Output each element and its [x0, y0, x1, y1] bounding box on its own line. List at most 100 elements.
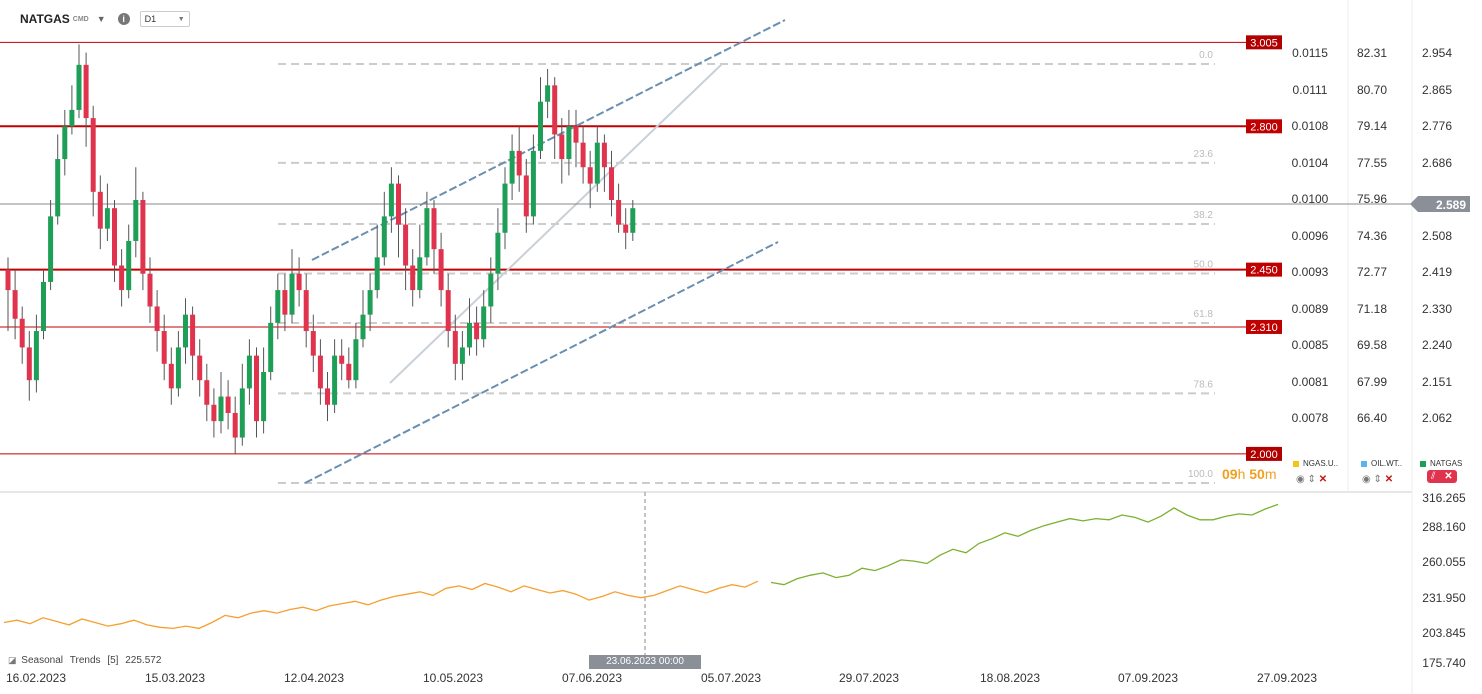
candle-up [239, 388, 245, 438]
legend-oil-label: OIL.WT.. [1371, 459, 1403, 468]
oil-axis-tick: 75.96 [1357, 192, 1387, 206]
price-level-tag [1246, 35, 1282, 50]
close-icon[interactable]: ✕ [1444, 471, 1453, 482]
chart-toolbar: NATGAS CMD ▼ i D1 ▼ [0, 8, 190, 30]
seasonal-label: Seasonal [21, 655, 63, 666]
candle-down [197, 355, 203, 381]
current-price-value: 2.589 [1436, 198, 1466, 212]
candle-up [530, 150, 536, 217]
fib-level-label: 23.6 [1194, 149, 1214, 160]
candle-down [516, 150, 522, 176]
candle-up [41, 281, 46, 332]
timer-hours: 09 [1222, 466, 1238, 482]
candle-up [76, 64, 82, 110]
date-tick: 12.04.2023 [284, 671, 344, 685]
candle-down [5, 269, 11, 291]
oil-axis-tick: 74.36 [1357, 229, 1387, 243]
candle-down [317, 355, 323, 389]
fib-level-label: 0.0 [1199, 50, 1213, 61]
natgas-axis-tick: 2.686 [1422, 156, 1452, 170]
reorder-icon[interactable]: ⇕ [1307, 474, 1316, 485]
seasonal-axis-tick: 260.055 [1422, 555, 1466, 569]
seasonal-name: Trends [69, 655, 101, 666]
legend-ngas-controls: ◉ ⇕ ✕ [1296, 474, 1327, 485]
price-level-tag [1246, 119, 1282, 134]
reorder-icon[interactable]: ⇕ [1373, 474, 1382, 485]
seasonal-axis-tick: 175.740 [1422, 656, 1466, 670]
price-levels: 3.005 2.800 2.450 2.310 2.000 [0, 35, 1282, 461]
oil-axis-tick: 79.14 [1357, 119, 1387, 133]
eye-icon[interactable]: ◉ [1362, 474, 1371, 485]
symbol-dropdown-icon[interactable]: ▼ [96, 14, 106, 24]
candle-down [296, 273, 302, 291]
date-tick: 15.03.2023 [145, 671, 205, 685]
eye-icon[interactable]: ◉ [1296, 474, 1305, 485]
candle-up [289, 273, 295, 315]
seasonal-indicator-label[interactable]: ◪ Seasonal Trends [5] 225.572 [8, 655, 161, 666]
ngas-axis-tick: 0.0085 [1292, 338, 1329, 352]
legend-oil[interactable]: OIL.WT.. [1361, 459, 1402, 468]
candle-up [481, 306, 487, 340]
candle-up [62, 126, 68, 160]
ngas-axis-tick: 0.0111 [1293, 83, 1328, 97]
candle-up [332, 355, 338, 405]
candle-up [367, 290, 373, 315]
info-icon[interactable]: i [117, 13, 130, 25]
fib-level-label: 50.0 [1194, 260, 1214, 271]
candle-down [83, 64, 89, 119]
seasonal-axis-tick: 288.160 [1422, 520, 1466, 534]
seasonal-axis-tick: 316.265 [1422, 491, 1466, 505]
candle-down [190, 314, 196, 356]
candle-up [424, 208, 430, 258]
price-level-label: 2.000 [1250, 449, 1278, 461]
date-tick: 18.08.2023 [980, 671, 1040, 685]
candle-down [12, 290, 18, 319]
candle-up [48, 216, 54, 282]
close-icon[interactable]: ✕ [1318, 474, 1328, 485]
indicator-settings-icon[interactable]: ◪ [8, 655, 17, 665]
ngas-axis-tick: 0.0096 [1292, 229, 1329, 243]
legend-natgas[interactable]: NATGAS [1420, 459, 1462, 468]
price-level-label: 3.005 [1250, 37, 1278, 49]
oil-axis-tick: 82.31 [1357, 46, 1387, 60]
candle-down [438, 249, 444, 291]
legend-natgas-controls: ⫽ ✕ [1427, 470, 1457, 483]
candle-up [268, 322, 274, 372]
ngas-axis-tick: 0.0089 [1292, 302, 1329, 316]
candle-up [275, 290, 281, 323]
trend-line[interactable] [389, 63, 723, 384]
candle-up [467, 322, 472, 348]
candle-down [26, 347, 32, 381]
timeframe-select[interactable]: D1 ▼ [139, 11, 190, 27]
candle-down [282, 290, 288, 315]
price-level-tag [1246, 319, 1282, 334]
date-tick: 05.07.2023 [701, 671, 761, 685]
natgas-axis-tick: 2.865 [1422, 83, 1452, 97]
legend-ngas[interactable]: NGAS.U.. [1293, 459, 1338, 468]
close-icon[interactable]: ✕ [1384, 474, 1394, 485]
natgas-color-swatch [1420, 460, 1426, 467]
trend-channel[interactable] [304, 19, 786, 484]
candle-up [55, 159, 61, 217]
candle-up [509, 150, 515, 184]
candle-up [594, 142, 600, 184]
fib-level-label: 78.6 [1194, 379, 1214, 390]
channel-lower-line[interactable] [304, 241, 779, 484]
symbol-type: CMD [72, 15, 89, 23]
candle-type-icon[interactable]: ⫽ [1431, 471, 1436, 482]
fib-level-label: 38.2 [1194, 210, 1214, 221]
candle-up [133, 200, 139, 241]
candle-up [417, 257, 423, 291]
symbol-name[interactable]: NATGAS [20, 12, 70, 26]
ngas-axis-tick: 0.0081 [1292, 375, 1329, 389]
price-level-label: 2.800 [1250, 121, 1278, 133]
candle-down [204, 380, 210, 405]
fib-level-label: 100.0 [1188, 469, 1213, 480]
price-level-tag [1246, 446, 1282, 461]
oil-color-swatch [1361, 460, 1367, 467]
seasonal-past-line [3, 580, 759, 630]
channel-upper-line[interactable] [311, 19, 786, 261]
candle-down [119, 265, 125, 291]
natgas-axis-tick: 2.151 [1422, 375, 1452, 389]
